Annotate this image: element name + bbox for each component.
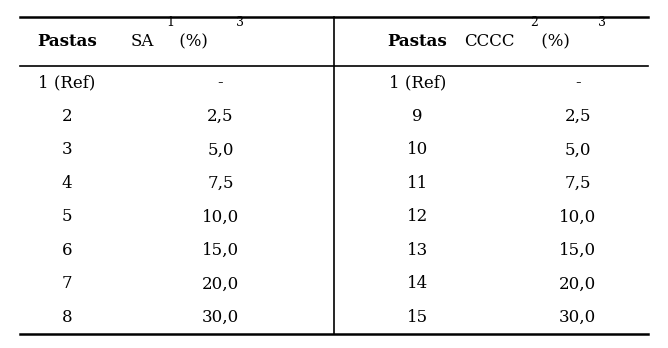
Text: -: - <box>575 74 580 92</box>
Text: (%): (%) <box>174 33 208 50</box>
Text: 2: 2 <box>530 16 538 29</box>
Text: 20,0: 20,0 <box>559 275 597 292</box>
Text: 7: 7 <box>61 275 72 292</box>
Text: 15,0: 15,0 <box>202 242 239 259</box>
Text: Pastas: Pastas <box>37 33 97 50</box>
Text: 11: 11 <box>407 175 428 192</box>
Text: 6: 6 <box>61 242 72 259</box>
Text: 2,5: 2,5 <box>564 108 591 125</box>
Text: Pastas: Pastas <box>387 33 448 50</box>
Text: CCCC: CCCC <box>464 33 515 50</box>
Text: 7,5: 7,5 <box>564 175 591 192</box>
Text: 15,0: 15,0 <box>559 242 597 259</box>
Text: (%): (%) <box>536 33 570 50</box>
Text: 30,0: 30,0 <box>202 309 239 326</box>
Text: 5,0: 5,0 <box>207 141 234 158</box>
Text: 14: 14 <box>407 275 428 292</box>
Text: 1 (Ref): 1 (Ref) <box>389 74 446 92</box>
Text: 30,0: 30,0 <box>559 309 597 326</box>
Text: SA: SA <box>130 33 154 50</box>
Text: 12: 12 <box>407 208 428 226</box>
Text: 10,0: 10,0 <box>559 208 597 226</box>
Text: 10,0: 10,0 <box>202 208 239 226</box>
Text: 9: 9 <box>412 108 423 125</box>
Text: 5: 5 <box>61 208 72 226</box>
Text: 13: 13 <box>407 242 428 259</box>
Text: 3: 3 <box>236 16 244 29</box>
Text: 2: 2 <box>61 108 72 125</box>
Text: 7,5: 7,5 <box>207 175 234 192</box>
Text: -: - <box>218 74 223 92</box>
Text: 5,0: 5,0 <box>564 141 591 158</box>
Text: 1 (Ref): 1 (Ref) <box>38 74 96 92</box>
Text: 8: 8 <box>61 309 72 326</box>
Text: 4: 4 <box>61 175 72 192</box>
Text: 20,0: 20,0 <box>202 275 239 292</box>
Text: 3: 3 <box>598 16 606 29</box>
Text: 10: 10 <box>407 141 428 158</box>
Text: 1: 1 <box>166 16 174 29</box>
Text: 2,5: 2,5 <box>207 108 234 125</box>
Text: 3: 3 <box>61 141 72 158</box>
Text: 15: 15 <box>407 309 428 326</box>
